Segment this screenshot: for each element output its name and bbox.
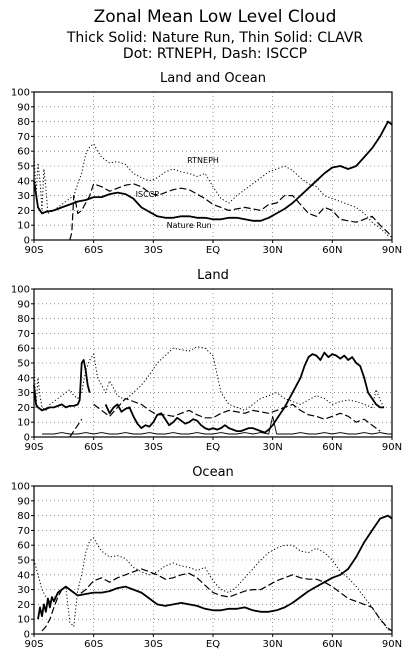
x-tick-label: 90S [24,639,43,650]
x-tick-label: 30S [144,639,163,650]
y-tick-label: 30 [17,585,30,596]
y-tick-label: 10 [17,418,30,429]
series-line-thick-solid [33,120,393,222]
x-tick-label: 60N [322,245,342,256]
series-line-dash [69,183,393,241]
y-tick-label: 30 [17,191,30,202]
y-tick-label: 100 [11,285,30,296]
x-tick-label: 60N [322,639,342,650]
y-tick-label: 90 [17,102,30,113]
panel-ocean: Ocean 0 10 20 30 40 50 60 70 80 90 100 90S 60S 30S EQ 30… [11,465,402,650]
y-tick-label: 20 [17,403,30,414]
series-line-dash [69,397,381,438]
panel-title: Ocean [192,465,234,480]
series-line-dot [33,346,385,411]
plot-frame [33,288,393,438]
y-tick-label: 80 [17,511,30,522]
series-line-dot [33,143,393,238]
figure-subtitle-2: Dot: RTNEPH, Dash: ISCCP [123,46,307,62]
x-tick-label: 30N [263,245,283,256]
y-tick-label: 40 [17,570,30,581]
y-tick-label: 0 [24,433,30,444]
x-tick-label: 90S [24,442,43,453]
x-tick-label: 30N [263,639,283,650]
series-annotation: Nature Run [167,221,212,230]
x-tick-label: EQ [206,442,220,453]
y-tick-label: 100 [11,482,30,493]
x-tick-label: EQ [206,245,220,256]
figure-title: Zonal Mean Low Level Cloud [94,7,337,27]
panel-title: Land [197,268,229,283]
x-tick-label: 60S [84,442,103,453]
figure-subtitle-1: Thick Solid: Nature Run, Thin Solid: CLA… [66,30,364,46]
x-tick-label: 30S [144,245,163,256]
x-tick-label: 60S [84,245,103,256]
x-tick-label: 90N [382,245,402,256]
x-tick-label: 60N [322,442,342,453]
plot-frame [33,485,393,635]
panel-land: Land 0 10 20 30 40 50 60 70 80 90 100 90S 60S 30S EQ 30N… [11,268,402,453]
y-tick-label: 90 [17,496,30,507]
series-annotation: RTNEPH [187,156,219,165]
y-tick-label: 70 [17,132,30,143]
series-line-thick-solid [33,351,384,434]
y-tick-label: 60 [17,147,30,158]
y-tick-label: 0 [24,630,30,641]
x-tick-label: 60S [84,639,103,650]
y-tick-label: 50 [17,359,30,370]
y-tick-label: 80 [17,314,30,325]
y-tick-label: 90 [17,299,30,310]
y-tick-label: 20 [17,600,30,611]
y-tick-label: 80 [17,117,30,128]
y-tick-label: 40 [17,176,30,187]
panel-land-and-ocean: Land and Ocean 0 10 20 30 40 50 60 70 80 90 100 90S 6… [11,71,402,256]
y-tick-label: 20 [17,206,30,217]
panel-title: Land and Ocean [160,71,266,86]
y-tick-label: 60 [17,541,30,552]
y-tick-label: 70 [17,526,30,537]
y-tick-label: 40 [17,373,30,384]
y-tick-label: 10 [17,221,30,232]
series-line-thin-solid [42,415,392,435]
x-tick-label: 90N [382,639,402,650]
y-tick-label: 100 [11,88,30,99]
y-tick-label: 60 [17,344,30,355]
series-annotation: ISCCP [136,190,160,199]
y-tick-label: 50 [17,556,30,567]
series-line-thick-solid [37,514,393,620]
series-line-dot [33,537,393,632]
x-tick-label: 90N [382,442,402,453]
plot-frame [33,91,393,241]
x-tick-label: 30S [144,442,163,453]
x-tick-label: 90S [24,245,43,256]
y-tick-label: 0 [24,236,30,247]
y-tick-label: 30 [17,388,30,399]
y-tick-label: 10 [17,615,30,626]
y-tick-label: 50 [17,162,30,173]
x-tick-label: 30N [263,442,283,453]
x-tick-label: EQ [206,639,220,650]
y-tick-label: 70 [17,329,30,340]
series-line-dash [41,568,393,632]
